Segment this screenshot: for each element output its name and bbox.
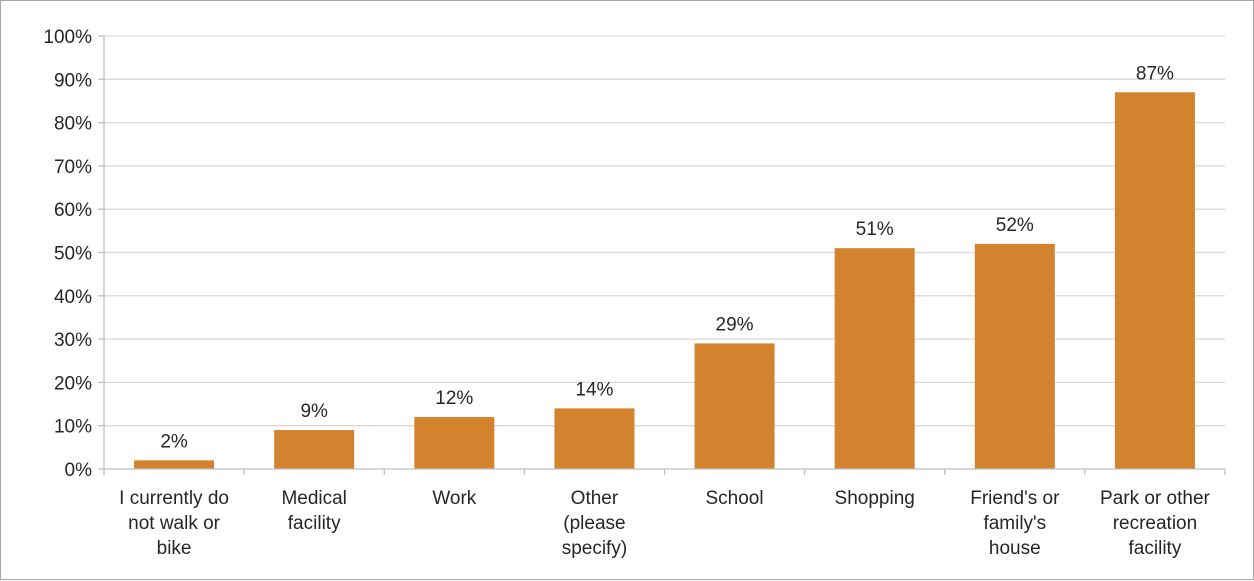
bar (834, 248, 915, 469)
y-tick-label: 60% (54, 200, 92, 221)
data-label: 2% (160, 431, 188, 452)
data-label: 51% (856, 219, 894, 240)
bar (134, 460, 215, 469)
bar (974, 243, 1055, 469)
data-label: 52% (996, 215, 1034, 236)
y-tick-label: 10% (54, 417, 92, 438)
x-category-label: I currently do not walk or bike (119, 488, 229, 559)
data-labels: 2% 9% 12% 14% 29% 51% 52% 87% (160, 63, 1174, 452)
y-tick-label: 100% (43, 27, 92, 48)
x-category-label: School (706, 488, 764, 509)
axes (98, 35, 1226, 475)
bars (134, 92, 1195, 469)
y-tick-label: 70% (54, 157, 92, 178)
data-label: 29% (716, 314, 754, 335)
y-tick-label: 80% (54, 114, 92, 135)
bar (554, 408, 635, 469)
y-tick-label: 90% (54, 70, 92, 91)
x-category-label: Friend's or family's house (970, 488, 1060, 559)
data-label: 14% (575, 379, 613, 400)
bar (694, 343, 775, 469)
x-category-labels: I currently do not walk or bike Medical faci… (119, 488, 1210, 559)
gridlines (104, 35, 1225, 427)
data-label: 9% (300, 401, 328, 422)
y-tick-labels: 0% 10% 20% 30% 40% 50% 60% 70% 80% 90% 100% (43, 27, 92, 481)
data-label: 87% (1136, 63, 1174, 84)
bar (414, 417, 495, 469)
y-tick-label: 30% (54, 330, 92, 351)
y-tick-label: 50% (54, 244, 92, 265)
y-tick-label: 0% (65, 460, 93, 481)
bar (274, 430, 355, 469)
y-tick-label: 40% (54, 287, 92, 308)
x-category-label: Shopping (835, 488, 915, 509)
x-category-label: Work (432, 488, 476, 509)
x-category-label: Park or other recreation facility (1100, 488, 1210, 559)
bar (1114, 92, 1195, 469)
x-category-label: Medical facility (281, 488, 346, 534)
data-label: 12% (435, 388, 473, 409)
x-category-label: Other (please specify) (562, 488, 627, 559)
y-tick-label: 20% (54, 373, 92, 394)
